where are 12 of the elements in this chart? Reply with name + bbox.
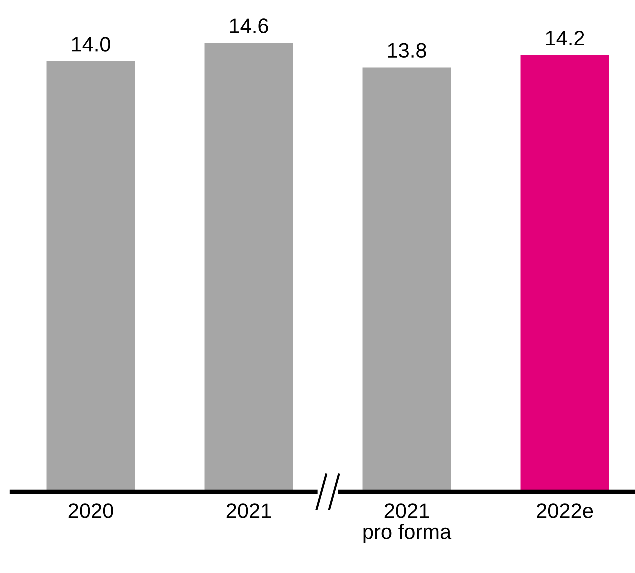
x-tick-label: 2022e xyxy=(537,504,594,518)
bar xyxy=(204,43,294,492)
bar xyxy=(362,68,452,492)
data-label: 14.0 xyxy=(72,37,110,52)
bar xyxy=(46,62,136,492)
data-label: 14.6 xyxy=(230,18,268,34)
bar xyxy=(520,55,610,492)
x-tick-label: 2021 xyxy=(226,504,272,518)
data-label: 13.8 xyxy=(388,43,426,58)
x-tick-label: 2020 xyxy=(68,504,114,518)
data-label: 14.2 xyxy=(546,30,584,46)
x-tick-label: 2021 pro forma xyxy=(364,504,452,544)
